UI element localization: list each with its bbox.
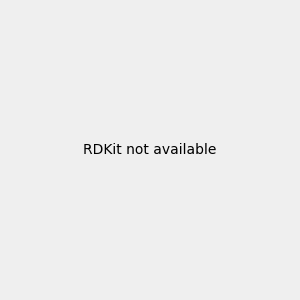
Text: RDKit not available: RDKit not available [83, 143, 217, 157]
